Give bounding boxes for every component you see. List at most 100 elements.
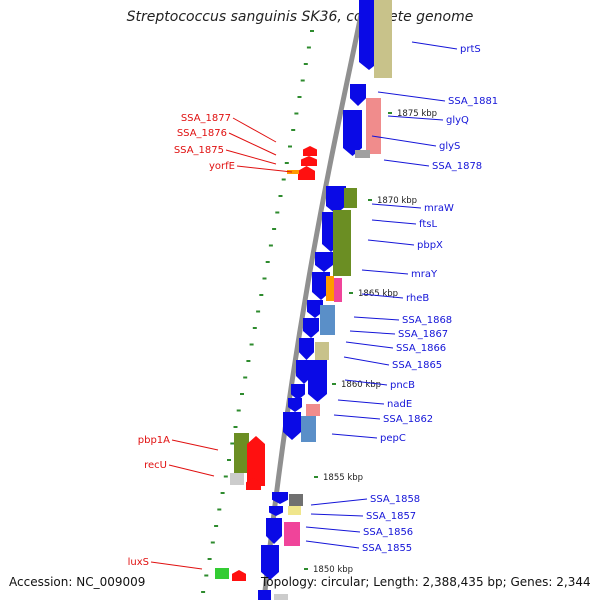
gc-tick [259, 294, 264, 296]
cds-pbpX [315, 252, 333, 272]
gene-label-ssa-1865: SSA_1865 [392, 360, 442, 371]
gc-tick [227, 459, 231, 461]
cds-nadE [291, 384, 305, 400]
cds-pbp1A-cog [234, 433, 249, 473]
cds-mraW-cog [344, 188, 357, 208]
gc-tick [207, 558, 212, 560]
gc-tick [246, 360, 251, 362]
leader-line [387, 115, 444, 121]
cds-bottom-cog [274, 594, 288, 600]
gc-tick [275, 211, 280, 214]
scale-track: 1875 kbp 1870 kbp 1865 kbp 1860 kbp 1855 kbp… [304, 109, 437, 575]
gene-label-ssa-1856: SSA_1856 [363, 527, 413, 538]
gc-tick [281, 178, 286, 181]
scale-label: 1855 kbp [323, 473, 363, 483]
gc-tick [240, 393, 244, 395]
gc-tick [256, 310, 261, 313]
gene-label-ssa-1877: SSA_1877 [181, 113, 231, 124]
cds-yorfE [287, 170, 299, 174]
gc-tick [278, 195, 283, 197]
gene-label-ssa-1881: SSA_1881 [448, 96, 498, 107]
scale-label: 1870 kbp [377, 196, 417, 206]
cds-SSA_1857-cog [288, 506, 301, 515]
leader-line [343, 356, 390, 366]
cds-SSA_1868 [307, 300, 323, 318]
cds-SSA_1877 [303, 146, 317, 156]
cds-pepC [283, 412, 301, 440]
leader-line [367, 239, 415, 246]
gene-label-recu: recU [144, 460, 167, 471]
gc-tick [223, 475, 228, 478]
gc-tick [204, 574, 209, 577]
gc-tick [297, 96, 302, 98]
feature-track [215, 0, 392, 600]
cds-pepC-cog [301, 416, 316, 442]
gene-label-ssa-1857: SSA_1857 [366, 511, 416, 522]
gene-labels: prtS SSA_1881 glyQ glyS SSA_1878 mraW ftsL pbpX… [128, 41, 498, 570]
scale-tick [388, 112, 392, 114]
gc-tick [252, 327, 257, 329]
gene-label-ssa-1855: SSA_1855 [362, 543, 412, 554]
leader-line [353, 316, 400, 321]
gene-label-ssa-1878: SSA_1878 [432, 161, 482, 172]
cds-luxS [232, 570, 246, 581]
leader-line [377, 91, 446, 102]
gc-tick [291, 129, 296, 131]
gene-label-ftsl: ftsL [419, 219, 437, 230]
leader-line [349, 330, 396, 335]
scale-label: 1860 kbp [341, 380, 381, 390]
cds-SSA_1867-cog [320, 305, 335, 335]
gc-tick [210, 541, 215, 544]
leader-line [337, 399, 385, 405]
gene-label-glys: glyS [439, 141, 460, 152]
gene-label-ssa-1876: SSA_1876 [177, 128, 227, 139]
scale-tick [349, 292, 353, 294]
gc-tick [262, 277, 267, 280]
scale-tick [304, 568, 308, 570]
cds-SSA_1862-cog [306, 404, 320, 416]
cds-recU [246, 478, 261, 490]
gc-tick [233, 426, 238, 428]
cds-mraY [312, 272, 330, 300]
gene-label-prts: prtS [460, 44, 481, 55]
cds-SSA_1858 [272, 492, 288, 504]
gene-label-mray: mraY [411, 269, 438, 280]
cds-bottom [258, 590, 271, 600]
gene-label-pbpx: pbpX [417, 240, 443, 251]
gene-label-ssa-1858: SSA_1858 [370, 494, 420, 505]
leader-line [228, 132, 277, 156]
accession-text: Accession: NC_009009 [9, 575, 146, 589]
cds-rheB-cog2 [334, 278, 342, 302]
leader-line [371, 219, 417, 225]
scale-label: 1875 kbp [397, 109, 437, 119]
leader-line [150, 561, 203, 570]
cds-SSA_1856-cog [284, 522, 300, 546]
cds-rheB-cog1 [326, 276, 334, 301]
cds-SSA_1857 [269, 506, 283, 516]
gc-tick [306, 46, 311, 49]
gc-tick [230, 442, 235, 445]
cds-SSA_1866 [299, 338, 314, 360]
cds-SSA_1856 [266, 518, 282, 544]
leader-line [232, 117, 277, 143]
gc-tick [284, 162, 289, 164]
cds-prtS-cog [374, 0, 392, 78]
leader-line [305, 526, 361, 533]
cds-SSA_1862 [288, 398, 302, 412]
scale-tick [314, 476, 318, 478]
gc-skew-track [201, 30, 314, 593]
gc-tick [310, 30, 314, 32]
cds-SSA_1855 [261, 545, 279, 580]
cds-SSA_1858-cog [289, 494, 303, 506]
genome-backbone [261, 0, 367, 600]
leader-line [310, 498, 368, 506]
cds-SSA_1878-cog [355, 150, 370, 158]
leader-line [411, 41, 458, 50]
gene-label-pncb: pncB [390, 380, 415, 391]
gene-label-ssa-1875: SSA_1875 [174, 145, 224, 156]
gc-tick [303, 63, 308, 65]
leader-line [361, 269, 409, 275]
leader-line [236, 165, 293, 173]
gc-tick [214, 525, 219, 527]
